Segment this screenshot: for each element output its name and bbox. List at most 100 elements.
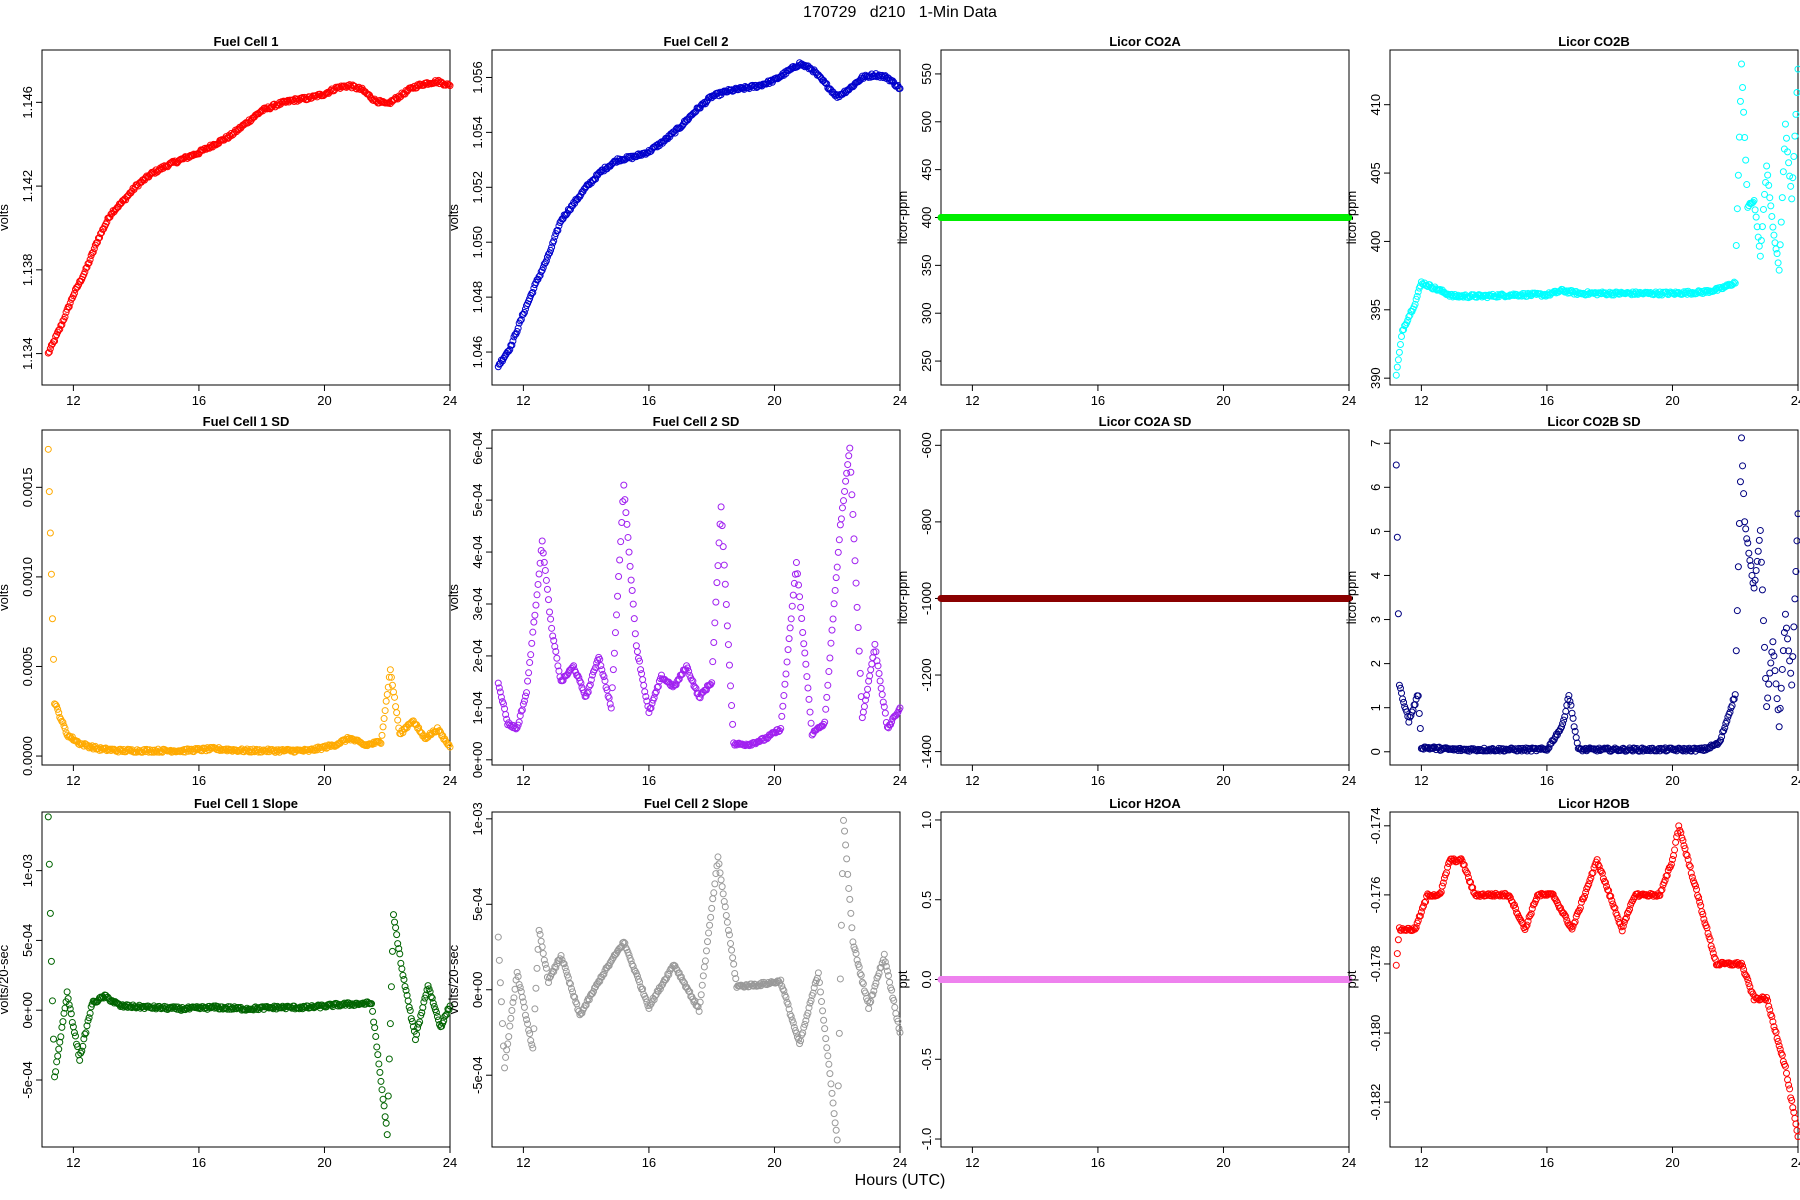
data-point xyxy=(1413,292,1421,300)
panel-title: Licor CO2A SD xyxy=(1099,414,1192,429)
x-tick-label: 16 xyxy=(192,393,206,408)
data-point xyxy=(1756,252,1764,260)
panel-title: Fuel Cell 1 Slope xyxy=(194,796,298,811)
data-point xyxy=(1789,653,1797,661)
data-point xyxy=(831,92,839,100)
data-point xyxy=(524,1020,532,1028)
data-point xyxy=(728,702,736,710)
data-point xyxy=(638,670,646,678)
data-point xyxy=(727,940,735,948)
data-point xyxy=(706,921,714,929)
data-point xyxy=(46,909,54,917)
data-point xyxy=(498,1020,506,1028)
data-point xyxy=(816,988,824,996)
data-point xyxy=(205,144,213,152)
data-point xyxy=(1775,266,1783,274)
data-point xyxy=(821,1025,829,1033)
data-point xyxy=(44,813,52,821)
panel-title: Fuel Cell 1 xyxy=(213,34,278,49)
data-point xyxy=(800,640,808,648)
x-tick-label: 16 xyxy=(1091,1155,1105,1170)
y-tick-label: -5e-04 xyxy=(20,1061,35,1099)
y-tick-label: 0.5 xyxy=(919,891,934,909)
data-point xyxy=(51,700,59,708)
data-point xyxy=(371,1024,379,1032)
x-tick-label: 12 xyxy=(66,773,80,788)
data-point xyxy=(1732,241,1740,249)
data-point xyxy=(530,618,538,626)
data-point xyxy=(624,533,632,541)
data-point xyxy=(372,1032,380,1040)
y-tick-label: 6e-04 xyxy=(470,432,485,465)
data-point xyxy=(615,572,623,580)
data-point xyxy=(852,949,860,957)
data-point xyxy=(799,1029,807,1037)
data-point xyxy=(562,967,570,975)
data-point xyxy=(1477,292,1485,300)
data-point xyxy=(822,1035,830,1043)
data-point xyxy=(506,346,514,354)
data-point xyxy=(628,586,636,594)
y-tick-label: 0.0005 xyxy=(20,647,35,687)
data-point xyxy=(871,640,879,648)
data-point xyxy=(610,649,618,657)
data-point xyxy=(1739,462,1747,470)
data-point xyxy=(57,1033,65,1041)
data-point xyxy=(58,1023,66,1031)
data-point xyxy=(537,937,545,945)
data-point xyxy=(48,997,56,1005)
data-point xyxy=(532,984,540,992)
data-point xyxy=(847,909,855,917)
data-point xyxy=(529,289,537,297)
y-tick-label: 400 xyxy=(1368,231,1383,253)
data-point xyxy=(50,655,58,663)
data-point xyxy=(805,695,813,703)
data-point xyxy=(531,611,539,619)
data-point xyxy=(368,94,376,102)
x-tick-label: 24 xyxy=(443,773,457,788)
data-point xyxy=(828,1089,836,1097)
data-point xyxy=(623,520,631,528)
data-point xyxy=(374,1051,382,1059)
data-point xyxy=(530,1025,538,1033)
data-point xyxy=(54,705,62,713)
data-point xyxy=(543,585,551,593)
data-point xyxy=(719,543,727,551)
x-tick-label: 16 xyxy=(642,393,656,408)
data-point xyxy=(612,611,620,619)
data-point xyxy=(542,964,550,972)
plot-frame xyxy=(1389,429,1799,766)
data-point xyxy=(53,1058,61,1066)
data-point xyxy=(875,669,883,677)
y-axis-label: licor-ppm xyxy=(895,571,910,624)
data-point xyxy=(382,697,390,705)
y-tick-label: -0.5 xyxy=(919,1048,934,1070)
data-point xyxy=(45,348,53,356)
data-point xyxy=(853,956,861,964)
data-point xyxy=(867,666,875,674)
data-point xyxy=(1753,223,1761,231)
data-point xyxy=(605,694,613,702)
x-tick-label: 24 xyxy=(443,1155,457,1170)
data-point xyxy=(59,317,67,325)
data-point xyxy=(622,509,630,517)
data-point xyxy=(830,600,838,608)
x-tick-label: 12 xyxy=(965,1155,979,1170)
x-tick-label: 20 xyxy=(767,393,781,408)
data-point xyxy=(70,289,78,297)
data-point xyxy=(1763,162,1771,170)
x-tick-label: 20 xyxy=(767,773,781,788)
x-tick-label: 20 xyxy=(1216,1155,1230,1170)
data-point xyxy=(1762,674,1770,682)
data-point xyxy=(614,592,622,600)
data-point xyxy=(617,538,625,546)
y-tick-label: 7 xyxy=(1368,440,1383,447)
data-point xyxy=(535,570,543,578)
data-point xyxy=(553,654,561,662)
data-point xyxy=(503,1046,511,1054)
data-point xyxy=(1768,212,1776,220)
data-point xyxy=(801,63,809,71)
data-point xyxy=(384,1092,392,1100)
